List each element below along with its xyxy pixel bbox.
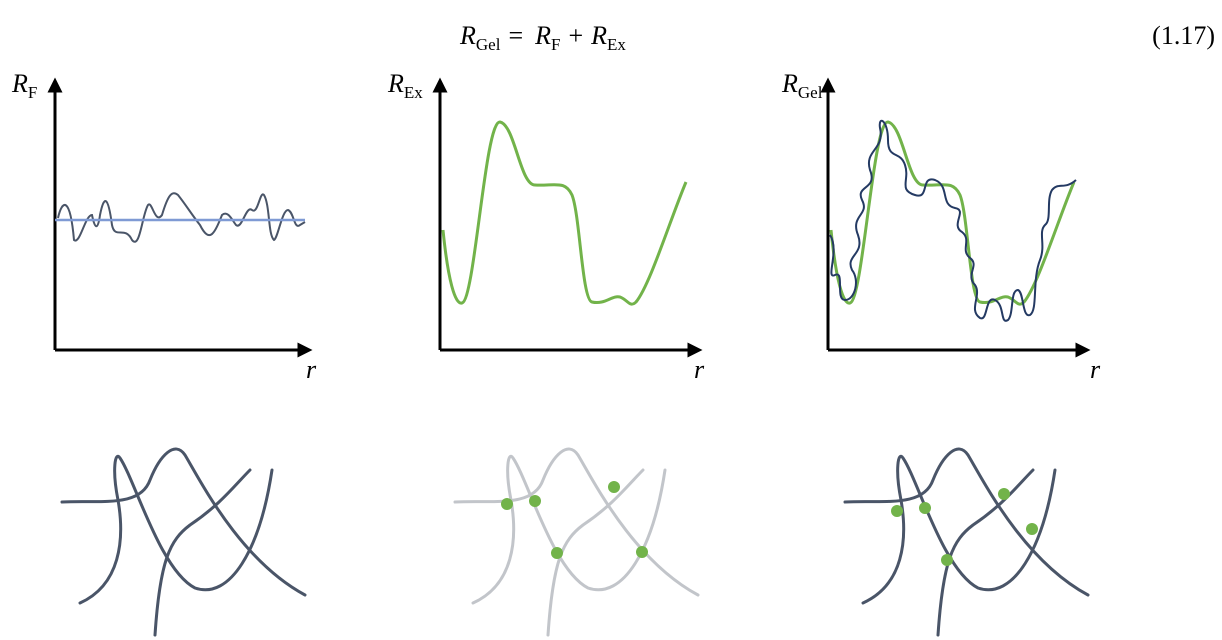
eq-subscript: Gel: [476, 35, 501, 54]
y-axis-label: RGel: [781, 69, 823, 102]
label-subscript: F: [28, 83, 37, 102]
equation-number: (1.17): [1152, 21, 1215, 50]
eq-operator: =: [508, 21, 523, 50]
exchange-curve: [441, 120, 688, 306]
panel: REx r: [387, 69, 705, 384]
label-symbol: R: [781, 69, 798, 98]
crosslink: [551, 547, 563, 559]
x-axis-label: r: [694, 355, 705, 384]
label-subscript: Gel: [798, 83, 823, 102]
eq-operator: +: [568, 21, 583, 50]
fluctuation-curve: [57, 192, 306, 243]
y-axis-label: REx: [387, 69, 423, 102]
eq-subscript: Ex: [607, 35, 626, 54]
x-axis-label: r: [306, 355, 317, 384]
label-symbol: R: [11, 69, 28, 98]
crosslink: [919, 502, 931, 514]
crosslink: [1026, 523, 1038, 535]
x-axis-label: r: [1090, 355, 1101, 384]
crosslink: [998, 488, 1010, 500]
gel-curve: [829, 119, 1077, 322]
eq-subscript: F: [551, 35, 560, 54]
panel: RGel r: [781, 69, 1101, 384]
y-axis-label: RF: [11, 69, 37, 102]
crosslink: [941, 554, 953, 566]
exchange-curve: [829, 120, 1076, 306]
crosslink: [501, 498, 513, 510]
label-symbol: R: [387, 69, 404, 98]
crosslink: [636, 546, 648, 558]
label-subscript: Ex: [404, 83, 423, 102]
crosslinks: [501, 481, 1038, 566]
network-free: [60, 447, 307, 637]
network-gel: [843, 447, 1090, 637]
eq-symbol: R: [459, 21, 476, 50]
crosslink: [529, 495, 541, 507]
eq-symbol: R: [534, 21, 551, 50]
eq-symbol: R: [590, 21, 607, 50]
crosslink: [608, 481, 620, 493]
crosslink: [891, 505, 903, 517]
network-crosslinks: [453, 447, 700, 637]
panel: RF r: [11, 69, 317, 384]
equation: RGel = RF + REx: [459, 21, 626, 54]
